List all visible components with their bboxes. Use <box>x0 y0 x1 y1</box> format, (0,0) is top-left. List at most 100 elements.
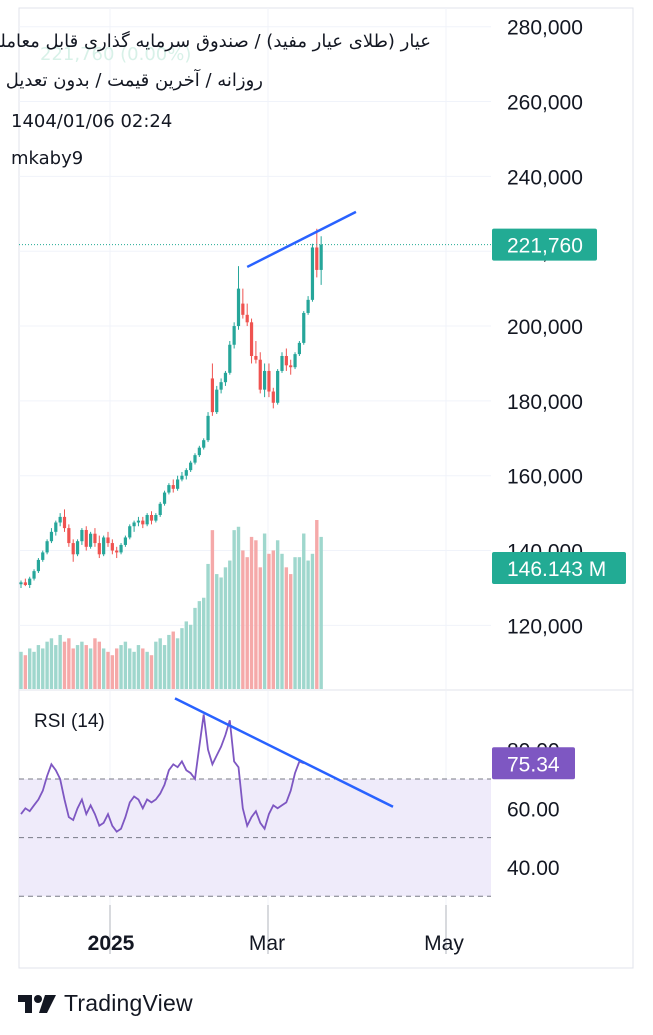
candle-body <box>258 359 262 390</box>
candle-body <box>158 503 162 516</box>
candle-body <box>41 552 45 560</box>
volume-bar <box>154 641 158 689</box>
volume-bar <box>284 567 289 689</box>
volume-bar <box>254 540 258 689</box>
x-axis-label: 2025 <box>88 932 135 955</box>
volume-bar <box>141 648 145 689</box>
candle-body <box>241 303 245 315</box>
volume-bar <box>115 648 119 689</box>
candle-body <box>193 455 197 463</box>
brand-name: TradingView <box>64 990 193 1016</box>
volume-bar <box>45 641 49 689</box>
candle-body <box>23 582 27 585</box>
volume-bar <box>271 550 275 689</box>
volume-bar <box>289 574 293 689</box>
volume-bar <box>71 648 75 689</box>
volume-bar <box>19 651 23 689</box>
volume-bar <box>310 553 315 689</box>
candle-body <box>128 526 132 538</box>
candle-body <box>202 440 206 448</box>
price-axis-label: 200,000 <box>507 316 583 339</box>
candle-body <box>276 370 280 403</box>
candle-body <box>67 528 71 544</box>
candle-body <box>297 342 301 355</box>
volume-bar <box>119 645 123 689</box>
candle-body <box>236 288 241 327</box>
last-price-badge <box>492 228 597 261</box>
rsi-title: RSI (14) <box>34 711 105 732</box>
volume-bar <box>128 648 132 689</box>
candle-body <box>254 355 258 360</box>
volume-bar <box>188 624 193 689</box>
candle-body <box>106 537 110 544</box>
candle-body <box>232 326 236 345</box>
candle-body <box>49 531 54 542</box>
volume-bar <box>241 550 245 689</box>
volume-bar <box>67 638 71 689</box>
candle-body <box>54 522 58 532</box>
volume-bar <box>210 530 215 689</box>
volume-bar <box>280 553 284 689</box>
volume-bar <box>267 553 271 689</box>
volume-bar <box>149 655 154 689</box>
candle-body <box>206 415 210 441</box>
candle-body <box>154 515 158 521</box>
volume-bar <box>249 536 254 689</box>
ghost-price-change: 221,760 (0.00%) <box>40 44 192 65</box>
candle-body <box>119 544 123 553</box>
volume-bar <box>80 641 84 689</box>
candle-body <box>271 391 275 403</box>
candle-body <box>280 355 284 371</box>
volume-bar <box>302 533 306 689</box>
tradingview-branding[interactable]: TradingView <box>18 990 193 1017</box>
candle-body <box>180 475 184 480</box>
price-trendline <box>246 210 357 269</box>
candle-body <box>284 355 288 366</box>
volume-bar <box>28 648 32 689</box>
price-axis-label: 280,000 <box>507 17 583 40</box>
candle-body <box>132 522 136 527</box>
volume-bar <box>297 557 302 689</box>
volume-bar <box>162 645 167 689</box>
volume-bar <box>158 638 162 689</box>
snapshot-timestamp: 1404/01/06 02:24 <box>11 111 173 132</box>
symbol-title[interactable]: عیار (طلای عیار مفید) / صندوق سرمایه گذا… <box>0 31 431 52</box>
candle-body <box>75 541 80 555</box>
price-axis-label: 120,000 <box>507 615 583 638</box>
volume-bar <box>49 638 54 689</box>
candle-body <box>93 533 97 544</box>
candle-body <box>123 537 127 545</box>
price-axis-label: 240,000 <box>507 166 583 189</box>
candle-body <box>215 389 219 413</box>
author-name[interactable]: mkaby9 <box>11 148 84 169</box>
volume-bar <box>223 567 228 689</box>
volume-bar <box>32 651 36 689</box>
price-axis-label: 260,000 <box>507 92 583 115</box>
volume-bar <box>84 645 88 689</box>
volume-bar <box>236 526 241 689</box>
candle-body <box>32 571 36 579</box>
volume-bar <box>306 560 310 689</box>
volume-bar <box>132 651 136 689</box>
candle-body <box>80 529 84 542</box>
candle-body <box>141 520 145 525</box>
candle-body <box>97 543 101 555</box>
candle-body <box>228 344 232 373</box>
rsi-value-badge <box>492 747 575 780</box>
volume-bar <box>197 601 202 689</box>
candle-body <box>319 244 323 270</box>
volume-bar <box>93 638 97 689</box>
chart-frame <box>18 7 634 969</box>
volume-bar <box>275 540 280 689</box>
candle-body <box>263 370 267 390</box>
candle-body <box>145 515 149 525</box>
rsi-trendline <box>174 697 394 808</box>
volume-bar <box>315 520 319 689</box>
candle-body <box>219 382 223 390</box>
candle-body <box>315 247 319 270</box>
volume-bar <box>184 621 188 689</box>
candle-body <box>62 516 67 529</box>
chart-settings-line: روزانه / آخرین قیمت / بدون تعدیل <box>5 70 263 91</box>
candle-body <box>189 462 193 471</box>
